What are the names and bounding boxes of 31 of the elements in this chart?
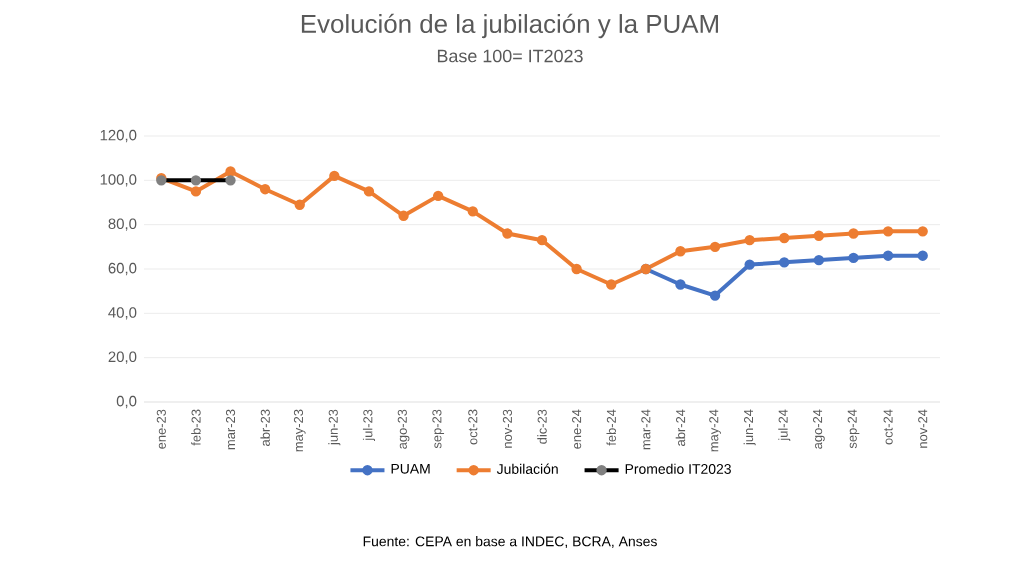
point — [882, 226, 894, 237]
point — [294, 199, 305, 210]
point — [398, 210, 409, 221]
point — [675, 279, 686, 290]
point — [259, 184, 271, 195]
point — [709, 241, 721, 253]
point — [744, 234, 755, 246]
point — [848, 228, 859, 239]
chart-subtitle: Base 100= IT2023 — [437, 49, 583, 63]
point — [502, 228, 513, 239]
point — [363, 186, 375, 197]
point — [917, 226, 928, 237]
point — [813, 254, 825, 266]
point — [709, 290, 721, 301]
point — [848, 252, 859, 264]
point — [190, 186, 202, 197]
point — [917, 250, 928, 261]
point — [813, 230, 825, 241]
point — [432, 190, 444, 202]
point — [467, 206, 478, 217]
point — [779, 232, 790, 244]
point — [779, 257, 790, 268]
point — [571, 263, 582, 275]
point — [882, 250, 894, 261]
chart-title: Evolución de la jubilación y la PUAM — [301, 13, 718, 39]
point — [536, 234, 548, 246]
point — [744, 259, 755, 270]
point — [675, 246, 686, 257]
point — [329, 170, 340, 182]
point — [225, 166, 236, 177]
point — [606, 279, 617, 290]
